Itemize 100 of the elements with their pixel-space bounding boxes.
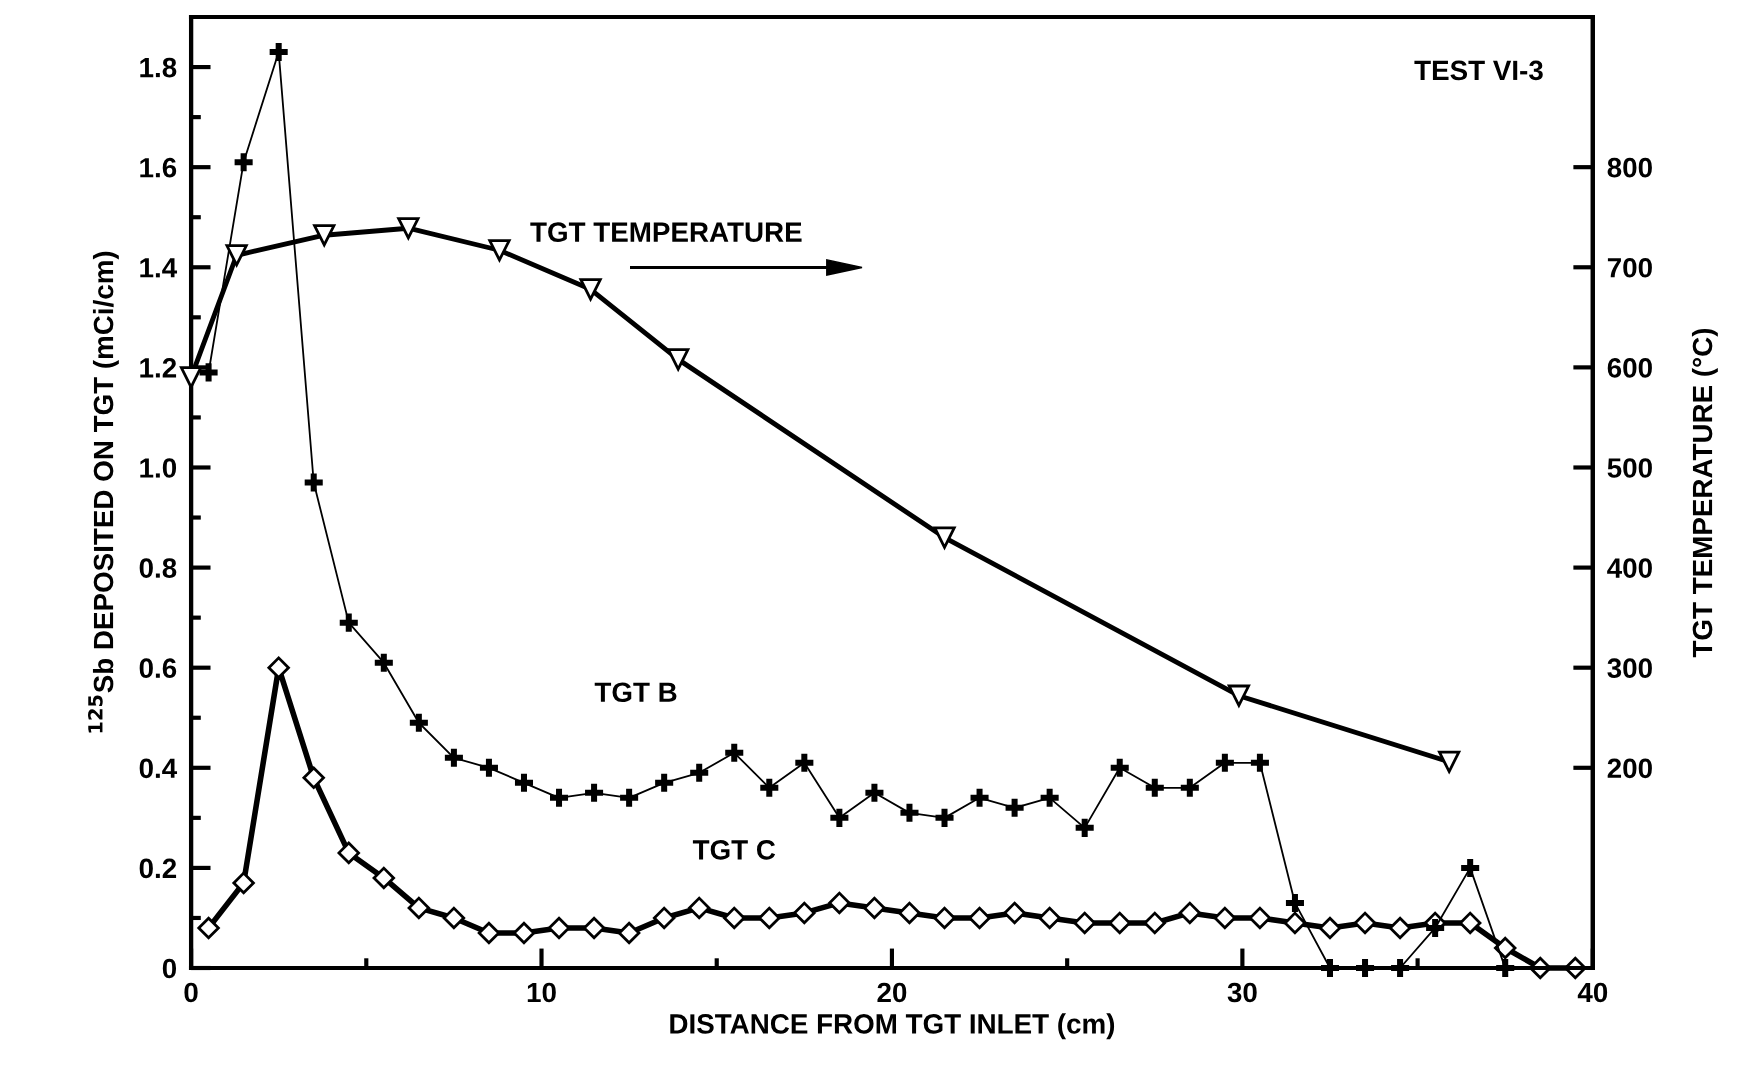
- point: [267, 656, 290, 679]
- point: [655, 773, 674, 792]
- series-label: TGT C: [692, 840, 776, 860]
- point: [444, 748, 463, 767]
- x-tick-label: 20: [877, 982, 907, 1003]
- point: [795, 753, 814, 772]
- point: [935, 808, 954, 827]
- point: [197, 916, 220, 940]
- point: [1438, 750, 1461, 773]
- point: [933, 526, 956, 549]
- point: [1213, 906, 1237, 930]
- point: [179, 366, 203, 389]
- y2-tick-label: 200: [1607, 758, 1652, 779]
- x-axis-title: DISTANCE FROM TGT INLET (cm): [670, 1013, 1115, 1040]
- point: [830, 808, 849, 827]
- point: [550, 788, 569, 807]
- point: [337, 841, 360, 865]
- point: [199, 363, 218, 382]
- y2-tick-label: 500: [1607, 458, 1652, 478]
- point: [512, 921, 536, 945]
- point: [865, 783, 884, 802]
- point: [372, 866, 396, 890]
- point: [1458, 911, 1482, 935]
- point: [968, 906, 991, 930]
- point: [234, 153, 253, 172]
- y-tick-label: 1.8: [140, 57, 177, 78]
- point: [970, 788, 989, 807]
- point: [1003, 901, 1026, 925]
- point: [582, 916, 606, 940]
- point: [1283, 911, 1307, 935]
- y2-tick-label: 600: [1607, 358, 1652, 378]
- point: [407, 896, 431, 920]
- y-tick-label: 1.0: [140, 458, 177, 478]
- point: [863, 896, 886, 920]
- point: [479, 758, 498, 777]
- point: [1353, 911, 1377, 935]
- x-tick-label: 40: [1577, 982, 1608, 1003]
- y-tick-label: 1.6: [140, 157, 177, 178]
- point: [1285, 893, 1304, 912]
- point: [409, 713, 428, 732]
- point: [1143, 911, 1166, 935]
- y-tick-label: 0.8: [139, 558, 177, 578]
- point: [1108, 911, 1131, 935]
- point: [1038, 906, 1061, 930]
- point: [477, 921, 501, 945]
- point: [793, 901, 816, 925]
- point: [620, 788, 639, 807]
- y-tick-label: 0: [162, 958, 177, 979]
- y-tick-label: 0.2: [139, 858, 177, 879]
- point: [687, 896, 711, 920]
- point: [225, 244, 248, 267]
- y2-axis-title: TGT TEMPERATURE (°C): [1691, 328, 1718, 658]
- point: [1248, 906, 1272, 930]
- point: [723, 906, 746, 930]
- point: [374, 653, 393, 672]
- point: [1040, 788, 1059, 807]
- point: [232, 871, 255, 895]
- point: [1180, 778, 1199, 797]
- point: [585, 783, 604, 802]
- point: [1178, 901, 1202, 925]
- point: [1318, 916, 1342, 940]
- point: [828, 891, 851, 915]
- point: [690, 763, 709, 782]
- point: [760, 778, 779, 797]
- y2-tick-label: 800: [1607, 157, 1652, 178]
- point: [302, 766, 325, 790]
- series-label: TGT TEMPERATURE: [530, 222, 802, 242]
- point: [1075, 818, 1094, 837]
- point: [1227, 684, 1250, 707]
- y-tick-label: 1.4: [140, 258, 178, 278]
- y2-tick-label: 300: [1607, 658, 1652, 679]
- x-tick-label: 0: [184, 982, 198, 1003]
- point: [725, 743, 744, 762]
- x-tick-label: 30: [1227, 982, 1257, 1003]
- point: [397, 217, 420, 240]
- point: [514, 773, 534, 792]
- point: [1073, 911, 1096, 935]
- point: [1110, 758, 1129, 777]
- annotation: TEST VI-3: [1414, 60, 1543, 81]
- point: [488, 239, 511, 262]
- y2-tick-label: 400: [1607, 558, 1652, 578]
- point: [304, 473, 323, 492]
- point: [898, 901, 921, 925]
- point: [1145, 778, 1164, 797]
- x-tick-label: 10: [527, 982, 556, 1003]
- point: [1461, 858, 1480, 877]
- y-tick-label: 0.6: [139, 658, 177, 679]
- point: [1426, 918, 1445, 937]
- point: [269, 43, 288, 62]
- point: [578, 278, 603, 303]
- y2-tick-label: 700: [1607, 257, 1652, 278]
- point: [547, 916, 571, 940]
- point: [1250, 753, 1269, 772]
- point: [617, 921, 641, 945]
- point: [1494, 936, 1517, 960]
- text: TGT B: [594, 682, 677, 703]
- point: [339, 613, 358, 632]
- point: [1215, 753, 1234, 772]
- point: [313, 224, 336, 247]
- point: [652, 906, 676, 930]
